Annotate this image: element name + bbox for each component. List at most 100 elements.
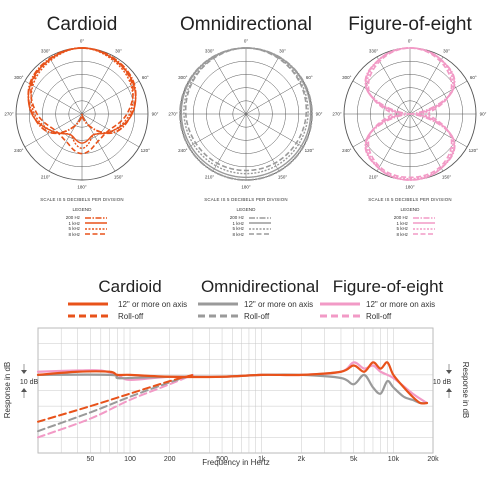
x-tick-label: 20k xyxy=(427,456,439,463)
polar-angle-label: 210° xyxy=(369,175,379,180)
polar-spoke xyxy=(212,113,247,172)
polar-spoke xyxy=(376,56,411,115)
polar-angle-label: 210° xyxy=(205,175,215,180)
legend-label: 8 kHz xyxy=(232,231,244,237)
x-tick-label: 500 xyxy=(216,456,228,463)
polar-chart-omnidirectional: 0° 30° 60° 90° 120° 150° 180° 210° 240° 270° 300° 3… xyxy=(168,39,323,190)
polar-angle-label: 180° xyxy=(241,185,251,190)
polar-angle-label: 150° xyxy=(442,175,452,180)
legend-swatch xyxy=(413,233,435,235)
scale-marker-arrowhead xyxy=(21,370,27,374)
polar-legend: 200 Hz 1 kHz 5 kHz 8 kHz xyxy=(378,215,448,237)
polar-legend: 200 Hz 1 kHz 5 kHz 8 kHz xyxy=(50,215,120,237)
polar-legend: 200 Hz 1 kHz 5 kHz 8 kHz xyxy=(214,215,284,237)
polar-spoke xyxy=(352,80,411,115)
x-tick-label: 2k xyxy=(298,456,306,463)
polar-angle-label: 240° xyxy=(178,148,188,153)
polar-angle-label: 90° xyxy=(316,112,323,117)
polar-angle-label: 180° xyxy=(77,185,87,190)
series-group xyxy=(36,361,429,439)
legend-swatch xyxy=(413,217,435,219)
polar-series-200-hz xyxy=(27,47,137,135)
polar-spoke xyxy=(409,80,468,115)
polar-spoke xyxy=(188,80,247,115)
legend-swatch xyxy=(85,222,107,224)
legend-swatch xyxy=(413,228,435,230)
polar-panel-figure-of-eight: Figure-of-eight 0° 30° 60° 90° 120° 150° 180° 2… xyxy=(328,0,492,250)
polar-title: Omnidirectional xyxy=(180,14,312,35)
legend-label-rolloff: Roll-off xyxy=(118,312,144,321)
polar-angle-label: 60° xyxy=(306,75,313,80)
polar-panel-omnidirectional: Omnidirectional 0° 30° 60° 90° 120° 150° 180° 2… xyxy=(164,0,328,250)
polar-angle-label: 330° xyxy=(205,48,215,53)
x-tick-label: 100 xyxy=(124,456,136,463)
polar-spoke xyxy=(81,56,116,115)
legend-label: 1 kHz xyxy=(396,220,408,226)
polar-spoke xyxy=(409,113,468,148)
scale-note: SCALE IS 5 DECIBELS PER DIVISION xyxy=(204,197,288,202)
x-tick-label: 50 xyxy=(86,456,94,463)
polar-spoke xyxy=(352,113,411,148)
scale-marker-label: 10 dB xyxy=(20,379,39,386)
polar-series-1-khz xyxy=(365,47,455,181)
polar-angle-label: 270° xyxy=(168,112,178,117)
polar-angle-label: 30° xyxy=(279,48,286,53)
polar-angle-label: 330° xyxy=(369,48,379,53)
legend-row: 1 kHz xyxy=(50,221,120,227)
legend-swatch xyxy=(249,233,271,235)
polar-angle-label: 90° xyxy=(152,112,159,117)
legend-swatch xyxy=(85,233,107,235)
polar-angle-label: 60° xyxy=(142,75,149,80)
polar-angle-label: 0° xyxy=(408,39,413,44)
polar-spoke xyxy=(24,113,83,148)
polar-angle-label: 270° xyxy=(332,112,342,117)
polar-spoke xyxy=(81,80,140,115)
x-tick-label: 10k xyxy=(388,456,400,463)
legend-label: 5 kHz xyxy=(232,226,244,232)
legend-swatch xyxy=(85,217,107,219)
x-tick-label: 1k xyxy=(258,456,266,463)
legend-row: 5 kHz xyxy=(50,226,120,232)
polar-angle-label: 330° xyxy=(41,48,51,53)
legend-label: 200 Hz xyxy=(393,215,408,221)
legend-swatch xyxy=(249,217,271,219)
y-axis-label-right: Response in dB xyxy=(461,362,470,418)
legend-row: 200 Hz xyxy=(50,215,120,221)
polar-series-8-khz xyxy=(30,47,134,155)
polar-spoke xyxy=(24,80,83,115)
fr-series-figure-of-eight-roll-off xyxy=(37,373,194,439)
legend-label: 1 kHz xyxy=(68,220,80,226)
polar-angle-label: 180° xyxy=(405,185,415,190)
polar-angle-label: 0° xyxy=(244,39,249,44)
scale-note: SCALE IS 5 DECIBELS PER DIVISION xyxy=(40,197,124,202)
polar-angle-label: 150° xyxy=(114,175,124,180)
polar-series-8-khz xyxy=(184,47,308,172)
polar-series-200-hz xyxy=(179,47,313,181)
scale-note: SCALE IS 5 DECIBELS PER DIVISION xyxy=(368,197,452,202)
legend-label: 5 kHz xyxy=(396,226,408,232)
legend-row: 5 kHz xyxy=(378,226,448,232)
frequency-response-chart: Cardioid Omnidirectional Figure-of-eight… xyxy=(3,277,470,467)
polar-spoke xyxy=(376,113,411,172)
fr-legend-title-cardioid: Cardioid xyxy=(98,277,161,296)
polar-angle-label: 150° xyxy=(278,175,288,180)
legend-row: 8 kHz xyxy=(214,232,284,238)
polar-series-1-khz xyxy=(27,47,137,144)
polar-series-5-khz xyxy=(30,47,134,150)
x-tick-label: 5k xyxy=(350,456,358,463)
polar-spoke xyxy=(409,113,444,172)
polar-angle-label: 270° xyxy=(4,112,14,117)
legend-swatch xyxy=(249,222,271,224)
legend-label: 8 kHz xyxy=(68,231,80,237)
legend-title: LEGEND xyxy=(236,207,256,212)
legend-row: 8 kHz xyxy=(50,232,120,238)
legend-swatch xyxy=(249,228,271,230)
fr-legend: Cardioid Omnidirectional Figure-of-eight… xyxy=(68,277,444,321)
polar-spoke xyxy=(81,113,140,148)
polar-series-5-khz xyxy=(183,47,309,175)
legend-row: 1 kHz xyxy=(214,221,284,227)
polar-chart-figure-of-eight: 0° 30° 60° 90° 120° 150° 180° 210° 240° 270° 300° 3… xyxy=(332,39,486,190)
polar-angle-label: 210° xyxy=(41,175,51,180)
polar-angle-label: 240° xyxy=(14,148,24,153)
fr-legend-title-omnidirectional: Omnidirectional xyxy=(201,277,319,296)
